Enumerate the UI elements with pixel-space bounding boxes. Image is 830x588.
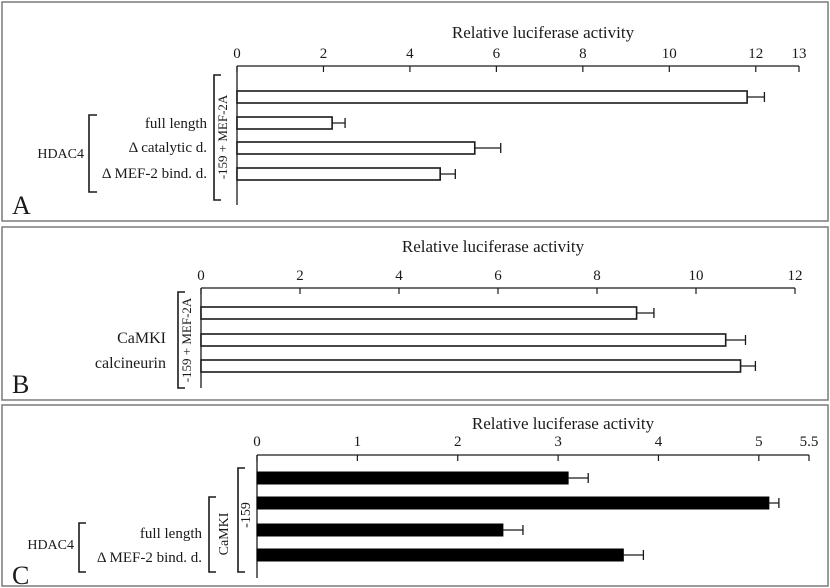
panel-c-construct-label: -159	[239, 502, 254, 528]
panel-b-row-label-calcineurin: calcineurin	[95, 355, 166, 372]
panel-c-bars	[256, 471, 780, 562]
panel-c-tick-label: 1	[354, 434, 362, 450]
panel-a-error-bar	[440, 169, 456, 179]
panel-a-tick-label: 2	[320, 46, 328, 62]
panel-c-letter: C	[12, 561, 29, 588]
panel-b-tick-label: 12	[788, 268, 803, 284]
panel-b: B Relative luciferase activity 0 2 4 6 8 10 12…	[1, 226, 829, 401]
panel-a: A Relative luciferase activity 0 2 4 6 8 10 12…	[1, 1, 829, 222]
panel-c-hdac4-label: HDAC4	[27, 538, 74, 553]
panel-c-bar	[256, 471, 569, 485]
panel-a-frame	[1, 1, 829, 222]
panel-c-bracket-camki	[208, 496, 216, 573]
panel-a-row-label-catalytic: Δ catalytic d.	[129, 140, 207, 156]
panel-a-row-label-full-length: full length	[145, 116, 208, 132]
panel-a-construct-label: -159 + MEF-2A	[215, 94, 230, 179]
panel-b-tick-label: 2	[296, 268, 304, 284]
panel-c-bar	[256, 548, 624, 562]
panel-b-tick-label: 6	[494, 268, 502, 284]
panel-b-xlabel: Relative luciferase activity	[402, 237, 585, 256]
panel-c-row-label-full-length: full length	[140, 526, 203, 542]
panel-a-tick-label: 8	[579, 46, 587, 62]
panel-c-tick-label: 5	[755, 434, 763, 450]
panel-a-hdac4-label: HDAC4	[37, 147, 84, 162]
panel-c-tick-label: 2	[454, 434, 462, 450]
panel-a-bar	[236, 167, 441, 181]
panel-a-tick-label: 6	[493, 46, 501, 62]
panel-a-bar	[236, 116, 333, 130]
panel-a-bar	[236, 90, 748, 104]
panel-b-error-bar	[636, 308, 655, 318]
panel-a-xlabel: Relative luciferase activity	[452, 23, 635, 42]
panel-a-tick-label: 12	[748, 46, 763, 62]
panel-a-error-bar	[474, 143, 502, 153]
panel-c-camki-label: CaMKI	[217, 512, 232, 555]
panel-c-bracket-construct	[237, 467, 245, 573]
panel-a-error-bar	[332, 118, 346, 128]
panel-b-bar	[200, 359, 742, 373]
panel-a-bracket-construct	[213, 74, 221, 201]
panel-a-tick-label: 0	[233, 46, 241, 62]
panel-c-error-bar	[768, 498, 780, 508]
panel-c-bracket-hdac4	[78, 522, 86, 573]
panel-c-tick-label: 5.5	[800, 434, 819, 450]
panel-b-bracket-construct	[177, 291, 185, 389]
panel-b-construct-label: -159 + MEF-2A	[179, 297, 194, 382]
panel-b-tick-label: 10	[689, 268, 704, 284]
panel-a-tick-label: 10	[662, 46, 677, 62]
panel-c-error-bar	[623, 550, 645, 560]
panel-a-error-bar	[747, 92, 766, 102]
panel-b-error-bar	[725, 335, 747, 345]
panel-b-row-label-camki: CaMKI	[117, 330, 166, 347]
panel-a-bars	[236, 90, 766, 181]
panel-a-letter: A	[12, 191, 31, 220]
panel-a-row-label-mef2: Δ MEF-2 bind. d.	[102, 166, 207, 182]
panel-c-error-bar	[568, 473, 589, 483]
panel-b-bars	[200, 306, 757, 373]
panel-a-bracket-hdac4	[88, 114, 97, 193]
panel-c-tick-label: 4	[655, 434, 663, 450]
panel-c-xlabel: Relative luciferase activity	[472, 414, 655, 433]
panel-a-tick-label: 4	[406, 46, 414, 62]
panel-c-bar	[256, 523, 504, 537]
panel-b-tick-label: 0	[197, 268, 205, 284]
panel-c-bar	[256, 496, 770, 510]
panel-c-row-label-mef2: Δ MEF-2 bind. d.	[97, 550, 202, 566]
panel-c-tick-label: 3	[554, 434, 562, 450]
panel-c-error-bar	[502, 525, 524, 535]
panel-b-tick-label: 8	[593, 268, 601, 284]
panel-c-tick-label: 0	[253, 434, 261, 450]
panel-a-bar	[236, 141, 476, 155]
panel-b-error-bar	[740, 361, 757, 371]
panel-a-axes: 0 2 4 6 8 10 12 13	[233, 46, 807, 205]
panel-b-bar	[200, 333, 727, 347]
panel-b-letter: B	[12, 370, 29, 399]
panel-c: C Relative luciferase activity 0 1 2 3 4 5 5.5…	[1, 404, 829, 588]
panel-b-tick-label: 4	[395, 268, 403, 284]
panel-b-bar	[200, 306, 638, 320]
panel-a-tick-label: 13	[792, 46, 807, 62]
